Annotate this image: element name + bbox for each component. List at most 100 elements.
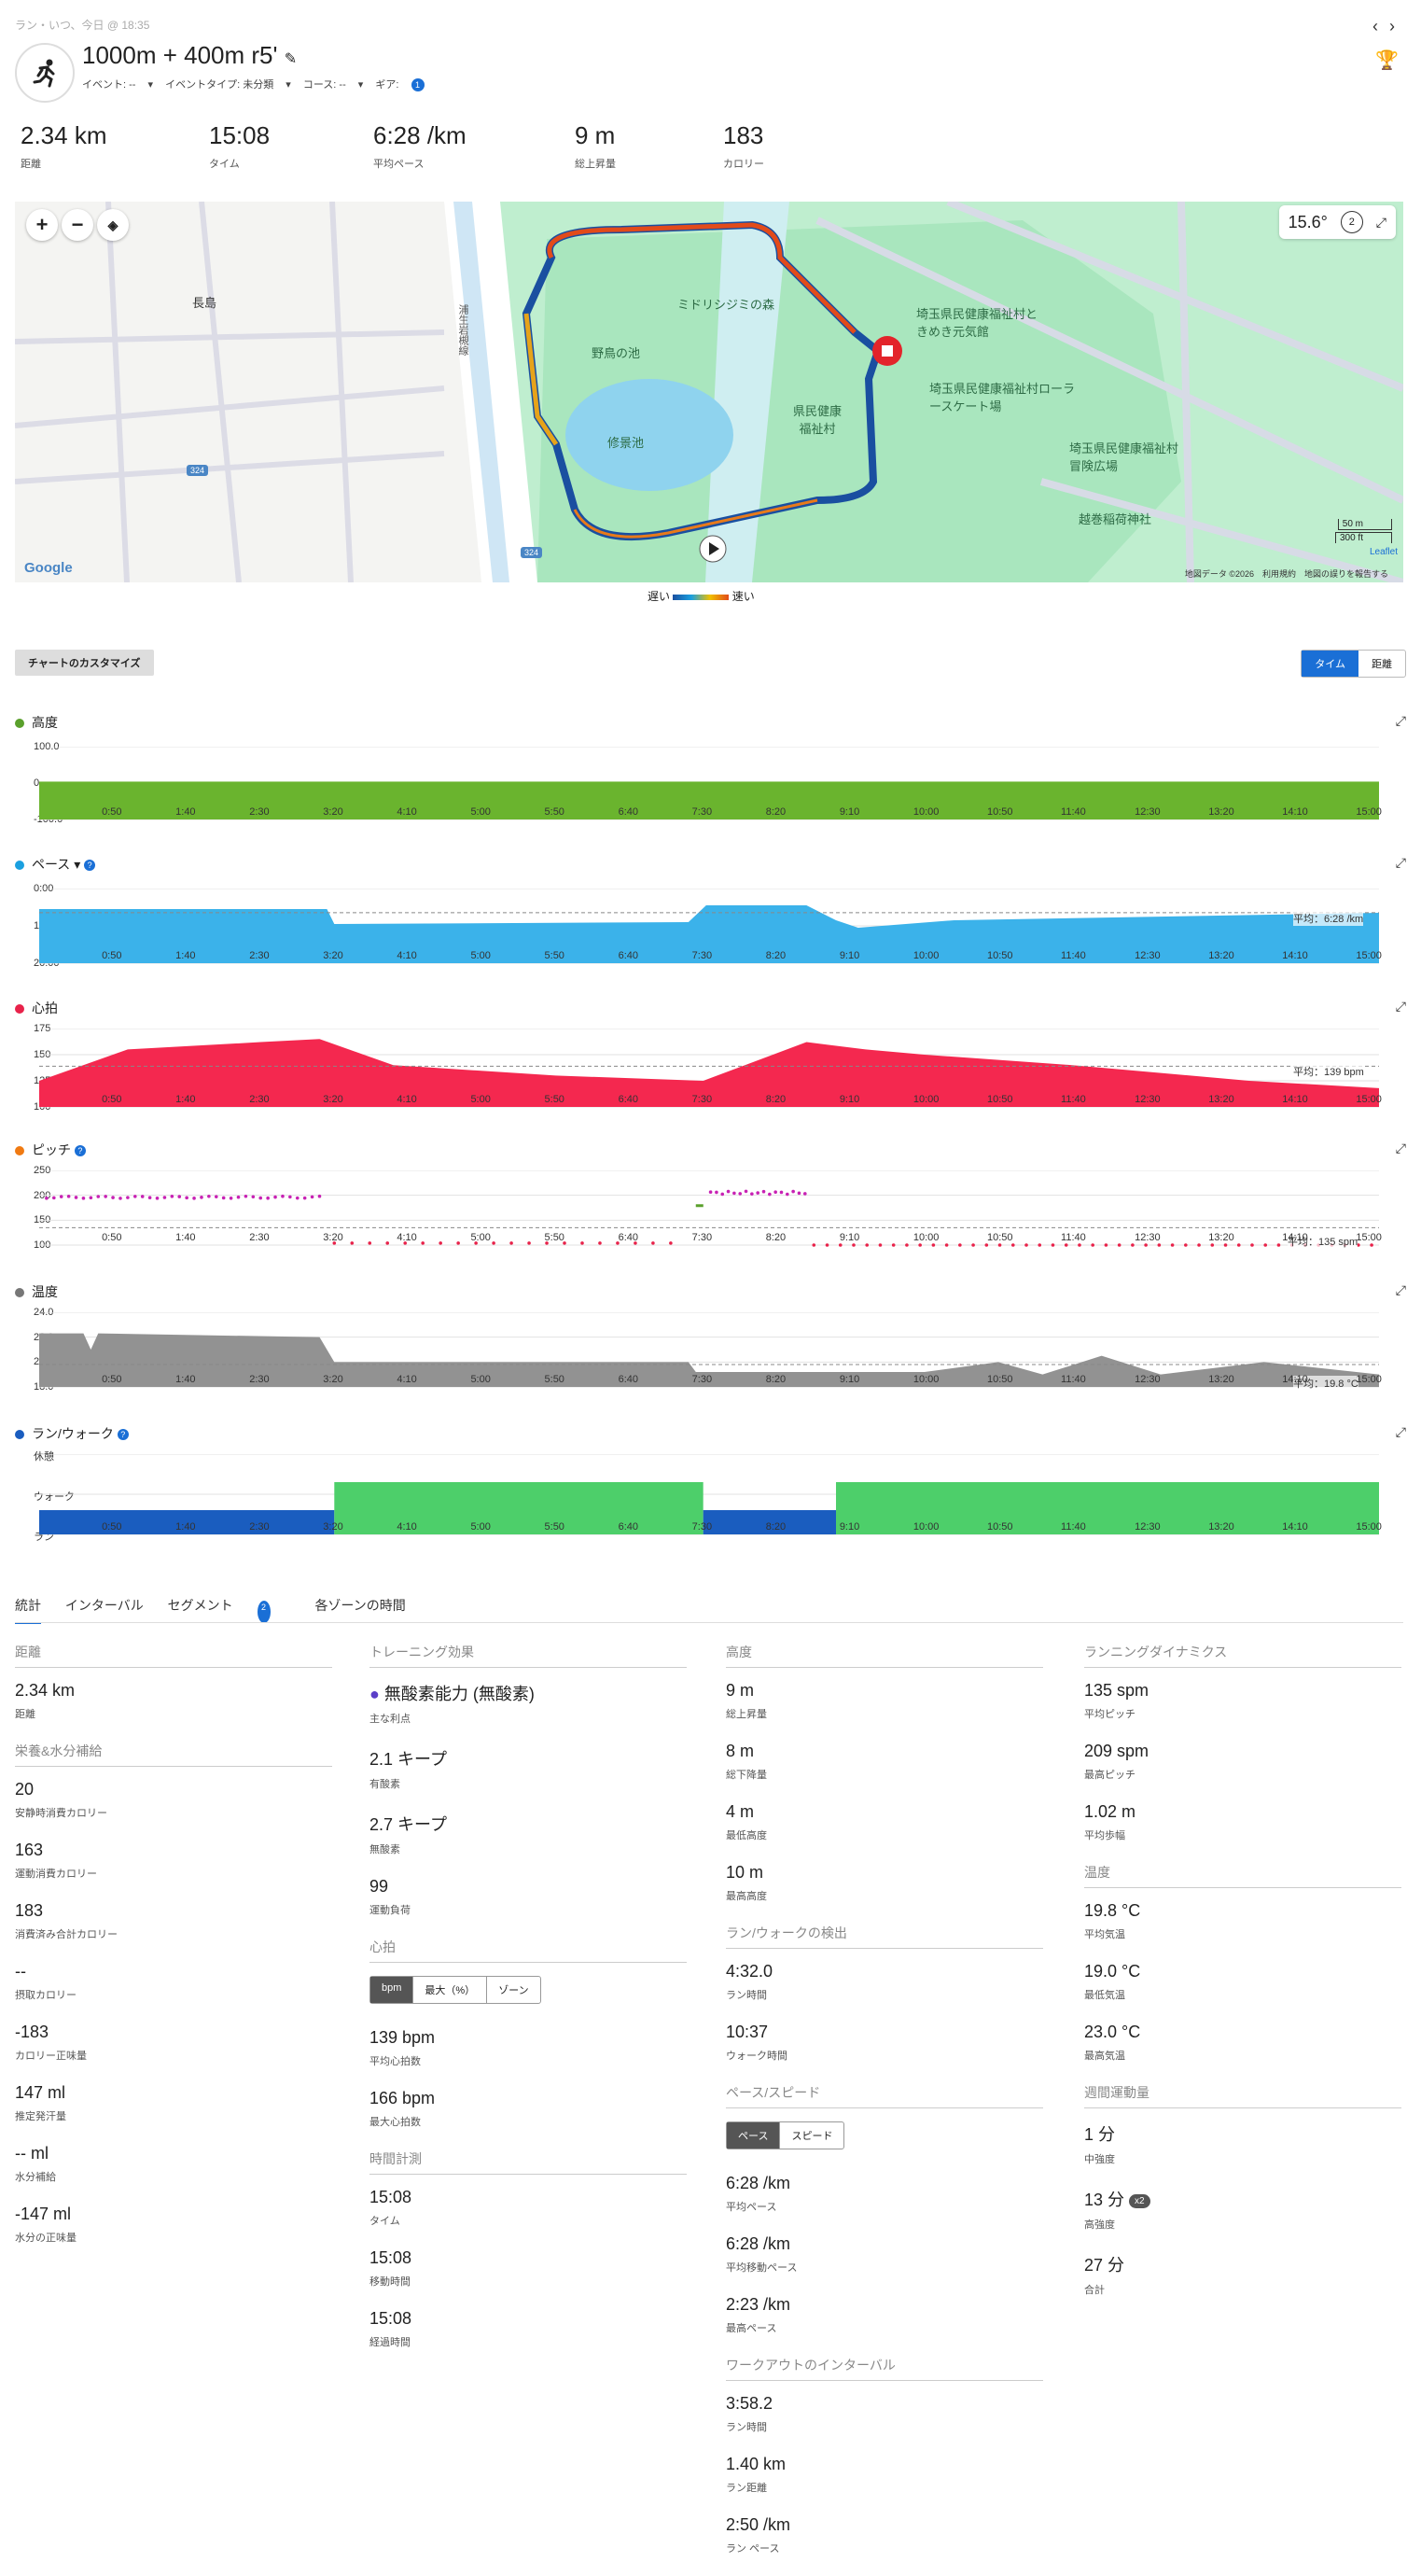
zoom-out-button[interactable]: − (62, 209, 93, 241)
chart-title-elevation[interactable]: 高度 (15, 713, 58, 732)
unit-option[interactable]: 最大（%） (413, 1977, 488, 2003)
cadence-point (812, 1243, 816, 1247)
map-label: 修景池 (607, 436, 645, 450)
map-attribution[interactable]: 地図データ ©2026 利用規約 地図の誤りを報告する (1184, 569, 1388, 579)
cadence-point (563, 1241, 566, 1245)
tab-segments[interactable]: セグメント 2 (168, 1598, 291, 1623)
chart-temp[interactable] (0, 1312, 1421, 1406)
x-axis-toggle[interactable]: タイム 距離 (1301, 650, 1406, 678)
stat-label: カロリー正味量 (15, 2051, 87, 2062)
chart-elevation[interactable] (0, 747, 1421, 838)
prev-icon[interactable]: ‹ (1372, 17, 1389, 35)
cadence-point (192, 1197, 196, 1200)
unit-option[interactable]: スピード (791, 2131, 833, 2142)
road-badge: 324 (521, 547, 543, 558)
toggle-distance[interactable]: 距離 (1372, 659, 1392, 670)
chart-title-runwalk[interactable]: ラン/ウォーク ? (15, 1424, 129, 1443)
cadence-point (1223, 1243, 1228, 1247)
x-tick-label: 7:30 (691, 1521, 713, 1533)
x-tick-label: 9:10 (839, 1521, 860, 1533)
expand-icon[interactable]: ⤢ (1395, 1282, 1406, 1297)
cadence-point (744, 1189, 748, 1194)
toggle-time[interactable]: タイム (1302, 651, 1358, 677)
x-tick-label: 9:10 (839, 950, 860, 961)
cadence-point (838, 1243, 843, 1247)
cadence-point (350, 1241, 355, 1245)
map-label: 県民健康福祉村 (792, 404, 842, 436)
expand-icon[interactable]: ⤢ (1395, 855, 1406, 870)
x-tick-label: 5:00 (470, 950, 491, 961)
cadence-point (1250, 1243, 1254, 1247)
route-map[interactable]: + − ◈ 15.6° 2 ⤢ ミドリシジミの森 野鳥の池 修景池 埼玉県民健康… (15, 202, 1403, 582)
event-selector[interactable]: イベント: -- ▾ (82, 79, 154, 91)
x-tick-label: 0:50 (102, 1094, 122, 1105)
prev-next-nav[interactable]: ‹› (1372, 17, 1406, 36)
chart-title-cadence[interactable]: ピッチ ? (15, 1141, 86, 1159)
pace-unit-toggle[interactable]: ペース スピード (726, 2121, 845, 2149)
cadence-point (984, 1243, 989, 1247)
cadence-point (509, 1241, 513, 1245)
chart-pace[interactable] (0, 889, 1421, 982)
fullscreen-icon[interactable]: ⤢ (1375, 214, 1386, 230)
x-tick-label: 11:40 (1061, 1374, 1086, 1385)
unit-option[interactable]: ゾーン (498, 1985, 529, 1996)
heart-unit-toggle[interactable]: bpm 最大（%） ゾーン (369, 1976, 541, 2004)
stat-value: 10:37 (726, 2023, 769, 2041)
stat-value: ● 無酸素能力 (無酸素) (369, 1685, 535, 1703)
cadence-point (140, 1195, 145, 1198)
expand-icon[interactable]: ⤢ (1395, 1141, 1406, 1155)
unit-option[interactable]: bpm (370, 1977, 414, 2003)
stats-section-elev: 高度 9 m 総上昇量 8 m 総下降量 4 m 最低高度 10 m 最高高度 (726, 1643, 1043, 1903)
activity-title[interactable]: 1000m + 400m r5' ✎ (82, 41, 297, 70)
course-selector[interactable]: コース: -- ▾ (302, 79, 364, 91)
zoom-in-button[interactable]: + (26, 209, 58, 241)
event-type-selector[interactable]: イベントタイプ: 未分類 ▾ (165, 79, 291, 91)
cadence-point (958, 1243, 962, 1247)
chart-cadence[interactable] (0, 1170, 1421, 1264)
chart-title-hr[interactable]: 心拍 (15, 999, 58, 1017)
x-tick-label: 10:50 (986, 1232, 1013, 1243)
help-icon[interactable]: ? (117, 1429, 129, 1441)
expand-icon[interactable]: ⤢ (1395, 999, 1406, 1014)
chart-runwalk[interactable] (0, 1454, 1421, 1553)
weather-widget[interactable]: 15.6° 2 ⤢ (1278, 205, 1396, 239)
tab-stats[interactable]: 統計 (15, 1598, 41, 1624)
trophy-icon[interactable]: 🏆 (1375, 50, 1399, 71)
stats-tabs[interactable]: 統計 インターバル セグメント 2 各ゾーンの時間 (15, 1596, 426, 1624)
cadence-point (865, 1243, 870, 1247)
stat-label: 総上昇量 (726, 1709, 767, 1720)
tab-intervals[interactable]: インターバル (64, 1598, 144, 1613)
x-tick-label: 0:50 (102, 806, 122, 818)
customize-charts-button[interactable]: チャートのカスタマイズ (15, 650, 154, 676)
stat-label: 最高高度 (726, 1891, 767, 1902)
stat-label: 運動消費カロリー (15, 1869, 97, 1880)
layers-icon[interactable]: ◈ (97, 209, 129, 241)
expand-icon[interactable]: ⤢ (1395, 713, 1406, 728)
pace-dropdown-icon[interactable]: ▾ (74, 857, 81, 872)
help-icon[interactable]: ? (74, 1145, 86, 1157)
edit-icon[interactable]: ✎ (284, 51, 298, 67)
stats-section-distance: 距離 2.34 km 距離 (15, 1643, 332, 1721)
chart-title-temp[interactable]: 温度 (15, 1282, 58, 1301)
run-segment (39, 1510, 335, 1534)
chart-hr[interactable] (0, 1029, 1421, 1126)
next-icon[interactable]: › (1389, 17, 1406, 35)
stat-label: ラン距離 (726, 2483, 767, 2494)
help-icon[interactable]: ? (84, 860, 96, 872)
tab-zones[interactable]: 各ゾーンの時間 (314, 1598, 406, 1613)
x-tick-label: 6:40 (618, 806, 639, 818)
expand-icon[interactable]: ⤢ (1395, 1424, 1406, 1439)
x-tick-label: 10:00 (913, 950, 940, 961)
leaflet-link[interactable]: Leaflet (1369, 547, 1398, 557)
cadence-point (118, 1197, 122, 1200)
stat-value: 2.34 km (15, 1681, 76, 1700)
cadence-point (797, 1191, 801, 1196)
breadcrumb[interactable]: ラン・いつ、今日 @ 18:35 (15, 19, 150, 32)
chart-title-pace[interactable]: ペース ▾ ? (15, 855, 96, 874)
pace-area (39, 905, 1379, 963)
section-title: 心拍 (369, 1938, 687, 1963)
x-tick-label: 14:10 (1282, 806, 1308, 818)
stats-section-runwalk: ラン/ウォークの検出 4:32.0 ラン時間 10:37 ウォーク時間 (726, 1924, 1043, 2063)
gear-selector[interactable]: ギア: 1 (375, 78, 433, 91)
unit-option[interactable]: ペース (727, 2122, 781, 2149)
